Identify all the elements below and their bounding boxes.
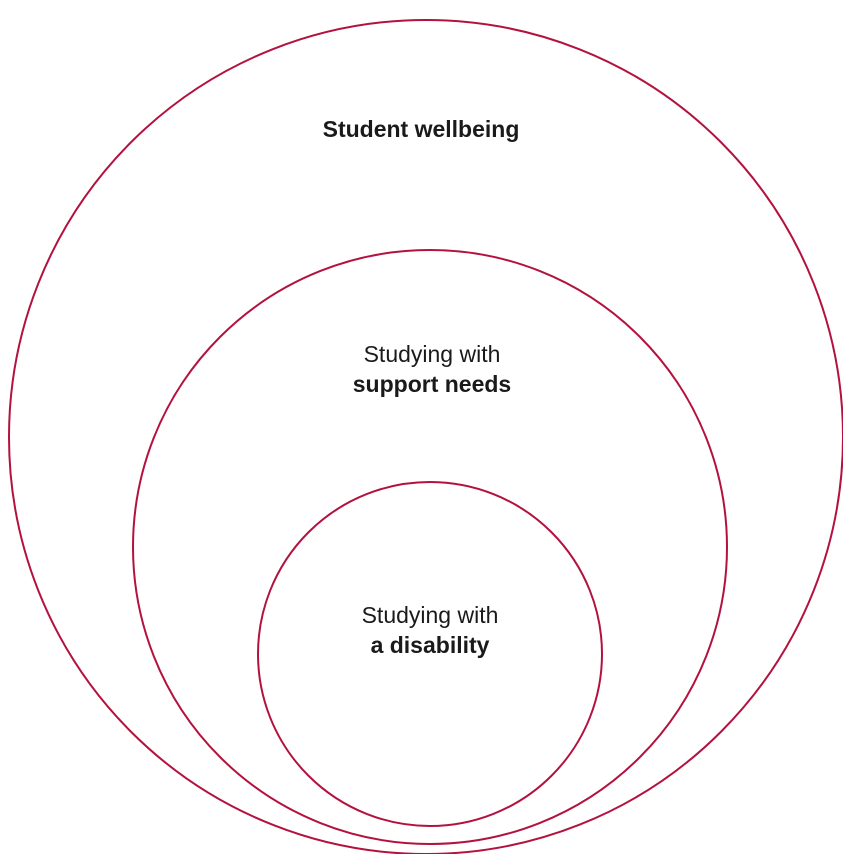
student-wellbeing-label: Student wellbeing <box>221 115 621 145</box>
outer-circle-student-wellbeing <box>8 19 843 854</box>
disability-line1: Studying with <box>361 602 499 628</box>
disability-label: Studying with a disability <box>230 601 630 661</box>
inner-circle-disability <box>257 481 603 827</box>
middle-circle-support-needs <box>132 249 728 845</box>
student-wellbeing-text: Student wellbeing <box>322 116 520 142</box>
support-needs-line1: Studying with <box>363 341 501 367</box>
disability-line2: a disability <box>370 631 490 658</box>
support-needs-label: Studying with support needs <box>232 340 632 400</box>
support-needs-line2: support needs <box>352 370 512 397</box>
